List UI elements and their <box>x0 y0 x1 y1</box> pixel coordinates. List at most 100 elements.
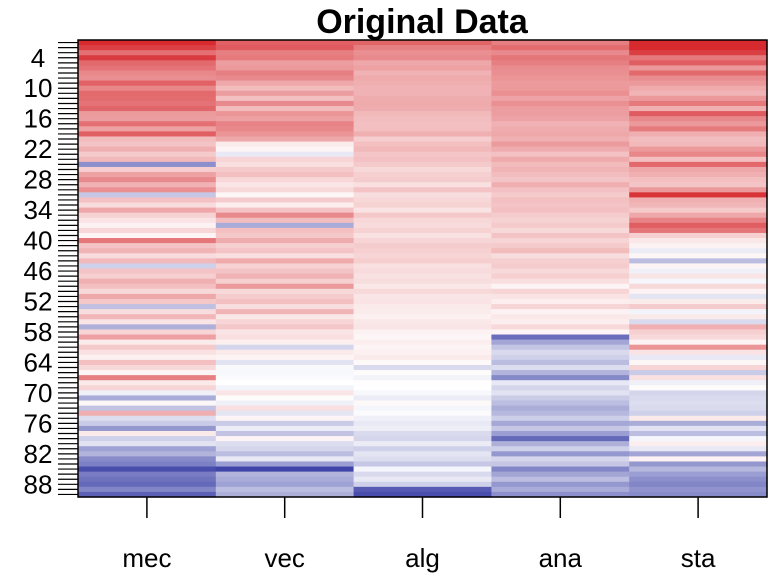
heatmap-cell <box>629 238 768 244</box>
heatmap-cell <box>78 349 217 356</box>
heatmap-cell <box>353 364 492 371</box>
heatmap-cell <box>215 111 355 117</box>
heatmap-cell <box>215 380 355 386</box>
heatmap-cell <box>491 95 630 102</box>
heatmap-cell <box>491 476 630 483</box>
heatmap-cell <box>215 40 355 46</box>
heatmap-cell <box>491 50 630 56</box>
heatmap-cell <box>491 441 630 447</box>
heatmap-cell <box>78 243 217 249</box>
heatmap-cell <box>78 172 217 178</box>
heatmap-cell <box>215 420 355 427</box>
heatmap-cell <box>491 324 630 331</box>
y-tick-label: 34 <box>24 195 53 225</box>
heatmap-cell <box>353 436 492 442</box>
heatmap-cell <box>353 268 492 275</box>
heatmap-cell <box>353 319 492 325</box>
heatmap-cell <box>491 283 630 290</box>
heatmap-cell <box>491 166 630 173</box>
heatmap-cell <box>215 90 355 97</box>
heatmap-cell <box>491 156 630 163</box>
heatmap-cell <box>78 45 217 51</box>
heatmap-cell <box>78 141 217 148</box>
heatmap-cell <box>353 192 492 199</box>
heatmap-cell <box>629 395 768 402</box>
heatmap-cell <box>491 212 630 219</box>
heatmap-cell <box>491 202 630 209</box>
heatmap-cell <box>353 359 492 366</box>
heatmap-cell <box>629 375 768 381</box>
heatmap-cell <box>215 166 355 173</box>
heatmap-cell <box>491 329 630 336</box>
heatmap-cell <box>353 65 492 72</box>
heatmap-cell <box>78 446 217 452</box>
heatmap-cell <box>353 40 492 46</box>
heatmap-cell <box>491 126 630 132</box>
heatmap-cell <box>491 121 630 127</box>
heatmap-cell <box>629 106 768 112</box>
heatmap-cell <box>491 471 630 478</box>
heatmap-cell <box>629 324 768 331</box>
heatmap-cell <box>629 380 768 386</box>
heatmap-cell <box>353 146 492 153</box>
heatmap-cell <box>629 319 768 325</box>
heatmap-cell <box>78 238 217 244</box>
heatmap-cell <box>215 385 355 391</box>
heatmap-cell <box>491 253 630 259</box>
heatmap-cell <box>78 481 217 488</box>
heatmap-cell <box>491 314 630 320</box>
heatmap-cell <box>491 405 630 412</box>
heatmap-cell <box>78 405 217 412</box>
heatmap-cell <box>353 420 492 427</box>
heatmap-cell <box>353 70 492 77</box>
heatmap-cell <box>78 278 217 285</box>
heatmap-cell <box>491 243 630 249</box>
heatmap-cell <box>78 451 217 457</box>
heatmap-cell <box>215 192 355 199</box>
heatmap-cell <box>353 349 492 356</box>
heatmap-cell <box>629 273 768 280</box>
heatmap-cell <box>491 116 630 122</box>
heatmap-cell <box>215 45 355 51</box>
x-tick-label: ana <box>539 543 583 573</box>
heatmap-cell <box>78 430 217 437</box>
heatmap-cell <box>78 232 217 239</box>
heatmap-cell <box>78 268 217 275</box>
heatmap-cell <box>491 40 630 46</box>
heatmap-cell <box>353 451 492 457</box>
heatmap-cell <box>353 441 492 447</box>
heatmap-cell <box>353 390 492 397</box>
heatmap-cell <box>629 111 768 117</box>
heatmap-cell <box>353 298 492 305</box>
heatmap-cell <box>491 466 630 473</box>
heatmap-cell <box>629 121 768 127</box>
heatmap-cell <box>78 410 217 417</box>
heatmap-cell <box>353 131 492 138</box>
heatmap-cell <box>78 212 217 219</box>
heatmap-cell <box>629 45 768 51</box>
heatmap-cell <box>629 339 768 346</box>
heatmap-cell <box>491 430 630 437</box>
heatmap-cell <box>491 172 630 178</box>
heatmap-cell <box>491 339 630 346</box>
heatmap-cell <box>491 55 630 61</box>
heatmap-cell <box>215 50 355 56</box>
heatmap-cell <box>78 222 217 229</box>
heatmap-cell <box>491 151 630 158</box>
heatmap-cell <box>629 80 768 87</box>
heatmap-cell <box>491 344 630 351</box>
heatmap-cell <box>629 344 768 351</box>
heatmap-cell <box>215 334 355 341</box>
heatmap-cell <box>353 106 492 112</box>
heatmap-cell <box>629 70 768 77</box>
heatmap-cell <box>78 314 217 320</box>
heatmap-cell <box>491 146 630 153</box>
heatmap-cell <box>78 334 217 341</box>
heatmap-cell <box>491 263 630 270</box>
heatmap-cell <box>629 298 768 305</box>
heatmap-cell <box>629 243 768 249</box>
heatmap-cell <box>78 293 217 300</box>
y-tick-label: 82 <box>24 439 53 469</box>
heatmap-cell <box>353 278 492 285</box>
heatmap-cell <box>353 95 492 102</box>
